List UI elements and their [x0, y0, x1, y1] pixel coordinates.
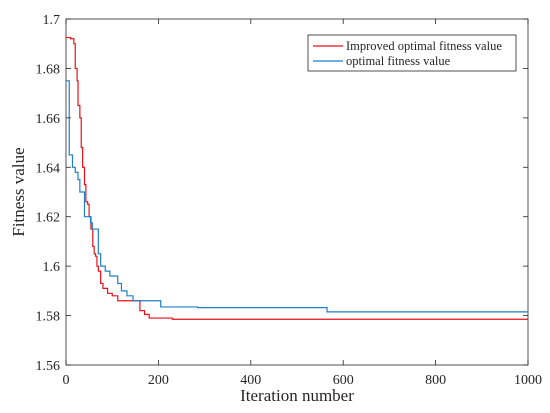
y-tick-label: 1.7 — [43, 13, 61, 28]
x-axis-title: Iteration number — [240, 386, 354, 405]
series-line-0 — [66, 36, 528, 320]
y-tick-label: 1.66 — [36, 112, 61, 127]
x-tick-label: 0 — [63, 373, 70, 388]
y-tick-label: 1.62 — [36, 211, 61, 226]
y-tick-label: 1.68 — [36, 62, 61, 77]
y-tick-label: 1.64 — [36, 161, 61, 176]
legend-label-optimal: optimal fitness value — [346, 54, 451, 68]
legend-label-improved: Improved optimal fitness value — [346, 39, 502, 53]
plot-frame — [65, 18, 529, 366]
x-tick-label: 800 — [425, 373, 446, 388]
series-line-1 — [66, 80, 528, 313]
series-lines — [66, 36, 528, 320]
y-tick-label: 1.58 — [36, 310, 61, 325]
x-tick-label: 200 — [148, 373, 169, 388]
y-tick-label: 1.6 — [43, 260, 61, 275]
legend-box — [307, 34, 517, 72]
axes — [65, 18, 529, 366]
x-tick-label: 600 — [333, 373, 354, 388]
ticks — [65, 18, 529, 366]
x-tick-label: 400 — [240, 373, 261, 388]
y-tick-label: 1.56 — [36, 359, 61, 374]
legend: Improved optimal fitness value optimal f… — [307, 34, 517, 72]
x-tick-label: 1000 — [514, 373, 542, 388]
y-axis-title: Fitness value — [9, 147, 28, 236]
tick-labels: 0 200 400 600 800 1000 1.56 1.58 1.6 1.62 1.64 1.66… — [36, 13, 543, 388]
